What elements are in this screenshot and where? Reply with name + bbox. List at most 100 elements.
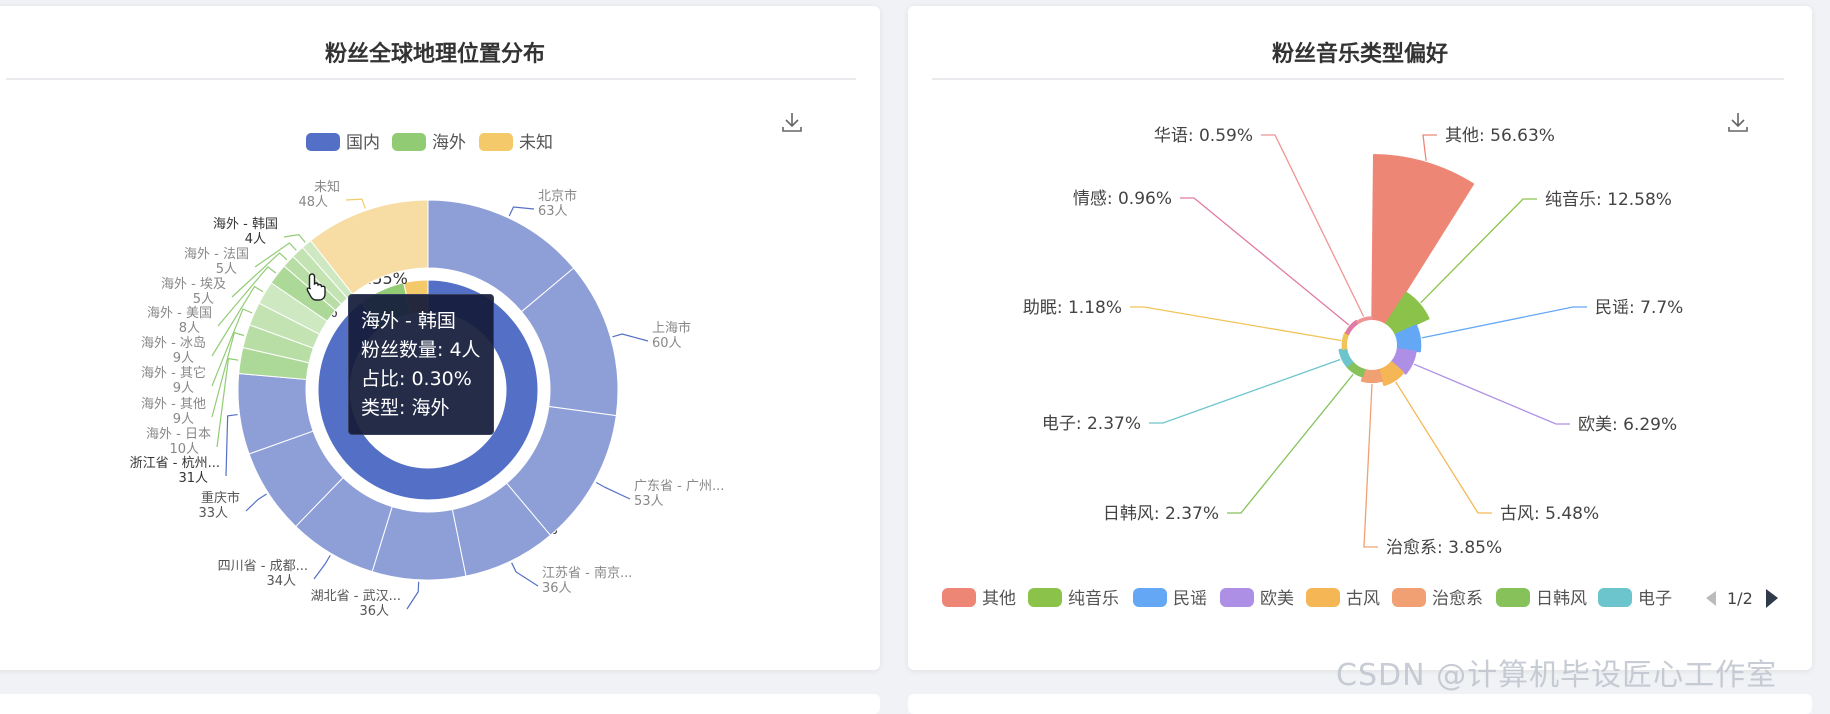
outer-slice-value: 9人 (173, 381, 194, 396)
label-leader-line (1227, 373, 1354, 514)
legend-swatch (392, 133, 426, 151)
legend-item[interactable]: 海外 (392, 133, 466, 153)
label-leader-line (1130, 306, 1342, 342)
rose-slice-label: 欧美: 6.29% (1578, 415, 1677, 435)
legend-label: 欧美 (1260, 589, 1294, 609)
label-leader-line (345, 198, 366, 209)
label-leader-line (1363, 384, 1378, 548)
rose-slice-label: 纯音乐: 12.58% (1545, 190, 1672, 210)
legend-label: 海外 (432, 133, 466, 153)
outer-slice-value: 33人 (198, 506, 228, 521)
geo-chart-title: 粉丝全球地理位置分布 (324, 42, 545, 67)
outer-slice-name: 重庆市 (201, 490, 240, 506)
rose-slice[interactable] (1344, 319, 1359, 335)
outer-slice-name: 海外 - 其他 (141, 397, 206, 412)
legend-label: 古风 (1346, 589, 1380, 609)
rose-slice[interactable] (1356, 316, 1373, 324)
label-leader-line (1420, 198, 1537, 304)
outer-slice-name: 海外 - 法国 (184, 247, 249, 262)
outer-slice-value: 36人 (542, 581, 572, 596)
label-leader-line (211, 285, 264, 357)
rose-chart (1338, 154, 1475, 387)
label-leader-line (1413, 363, 1570, 425)
rose-slice-label: 电子: 2.37% (1042, 414, 1141, 434)
legend-page-indicator: 1/2 (1727, 589, 1753, 608)
legend-swatch (942, 588, 976, 607)
rose-slice[interactable] (1385, 291, 1430, 335)
label-leader-line (231, 252, 288, 298)
rose-slice[interactable] (1360, 369, 1384, 384)
outer-label-lines (211, 198, 649, 610)
legend-label: 日韩风 (1536, 589, 1587, 609)
rose-slice[interactable] (1341, 332, 1350, 350)
download-icon[interactable] (780, 110, 804, 134)
legend-label: 民谣 (1173, 589, 1207, 609)
outer-slice-value: 8人 (179, 321, 200, 336)
label-leader-line (1422, 134, 1437, 161)
legend-item[interactable]: 古风 (1306, 588, 1380, 609)
genre-chart-title: 粉丝音乐类型偏好 (1271, 42, 1448, 67)
legend-item[interactable]: 国内 (306, 133, 380, 153)
csdn-watermark: CSDN @计算机毕设匠心工作室 (1336, 658, 1778, 693)
legend-label: 未知 (519, 133, 553, 153)
music-genre-card: 粉丝音乐类型偏好 (908, 6, 1812, 670)
legend-swatch (1392, 588, 1426, 607)
outer-slice-name: 海外 - 冰岛 (141, 335, 206, 351)
legend-item[interactable]: 纯音乐 (1028, 588, 1119, 609)
rose-slice-label: 助眠: 1.18% (1023, 298, 1122, 318)
rose-slice[interactable] (1338, 347, 1354, 368)
outer-ring (237, 199, 619, 581)
label-leader-line (283, 234, 306, 243)
inner-slice[interactable] (317, 279, 539, 501)
label-leader-line (211, 331, 245, 418)
outer-slice-name: 广东省 - 广州... (634, 479, 724, 494)
legend-item[interactable]: 日韩风 (1496, 588, 1587, 609)
outer-slice-value: 31人 (178, 471, 208, 486)
legend-swatch (1306, 588, 1340, 607)
legend-prev-icon[interactable] (1706, 591, 1716, 606)
legend-item[interactable]: 欧美 (1220, 588, 1294, 609)
outer-slice-name: 海外 - 韩国 (213, 217, 278, 232)
legend-label: 电子 (1638, 589, 1672, 609)
outer-slice-value: 53人 (634, 494, 664, 509)
rose-slice-label: 日韩风: 2.37% (1103, 504, 1219, 524)
legend-item[interactable]: 治愈系 (1392, 588, 1483, 609)
label-leader-line (1261, 134, 1365, 317)
legend-swatch (1133, 588, 1167, 607)
legend-label: 纯音乐 (1068, 589, 1119, 609)
mouse-cursor-icon (306, 273, 326, 301)
legend-item[interactable]: 电子 (1598, 588, 1672, 609)
label-leader-line (1149, 358, 1341, 424)
legend-swatch (1028, 588, 1062, 607)
label-leader-line (508, 206, 535, 217)
legend-swatch (479, 133, 513, 151)
rose-slice-label: 民谣: 7.7% (1595, 298, 1683, 318)
outer-slice-name: 海外 - 美国 (147, 306, 212, 321)
label-leader-line (1421, 306, 1587, 339)
legend-label: 治愈系 (1432, 589, 1483, 609)
outer-slice-name: 海外 - 埃及 (161, 277, 226, 292)
outer-slice-value: 5人 (193, 292, 214, 307)
outer-slice-value: 4人 (245, 232, 266, 247)
outer-slice-value: 9人 (173, 412, 194, 427)
rose-slice[interactable] (1371, 154, 1475, 324)
outer-slice-name: 未知 (314, 179, 340, 195)
outer-slice-name: 海外 - 日本 (146, 427, 211, 442)
legend-next-icon[interactable] (1766, 589, 1778, 608)
legend-item[interactable]: 民谣 (1133, 588, 1207, 609)
rose-slice-label: 治愈系: 3.85% (1386, 538, 1502, 558)
outer-slice-name: 湖北省 - 武汉... (311, 589, 401, 604)
label-leader-line (225, 413, 238, 477)
outer-slice[interactable] (309, 199, 429, 295)
legend-item[interactable]: 未知 (479, 133, 553, 153)
label-leader-line (254, 242, 297, 268)
legend-swatch (1598, 588, 1632, 607)
outer-slice-value: 10人 (169, 442, 199, 457)
label-leader-line (595, 481, 631, 500)
legend-item[interactable]: 其他 (942, 588, 1016, 609)
tooltip-name: 海外 - 韩国 (361, 310, 456, 332)
download-icon[interactable] (1726, 110, 1750, 134)
label-leader-line (1395, 381, 1492, 514)
title-divider (932, 78, 1784, 80)
